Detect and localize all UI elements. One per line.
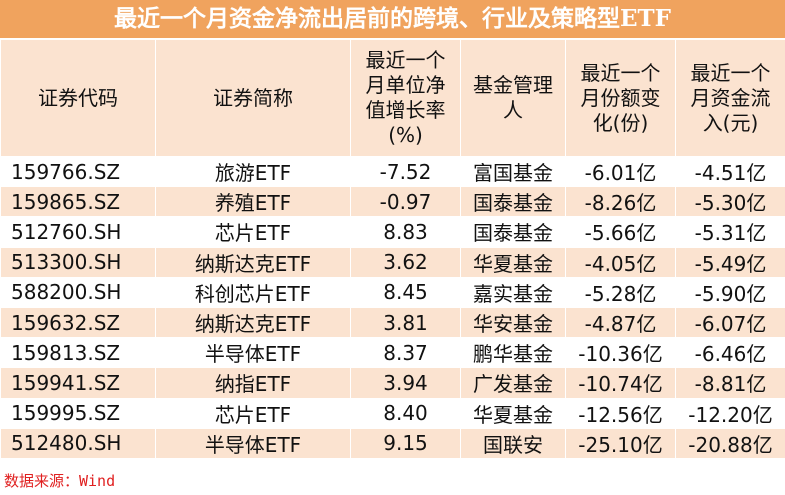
table-row: 512760.SH 芯片ETF 8.83 国泰基金 -5.66亿 -5.31亿 — [0, 216, 785, 248]
table-cell: 芯片ETF — [155, 216, 351, 248]
table-cell: 3.94 — [350, 367, 461, 399]
table-cell: 华夏基金 — [460, 246, 566, 278]
table-cell: 3.62 — [350, 246, 461, 278]
table-row: 159995.SZ 芯片ETF 8.40 华夏基金 -12.56亿 -12.20亿 — [0, 397, 785, 429]
table-cell: -4.51亿 — [675, 155, 785, 188]
table-cell: -5.90亿 — [675, 276, 785, 308]
table-cell: -6.01亿 — [565, 155, 676, 188]
header-line: 最近一个 — [690, 60, 771, 85]
table-cell: 国泰基金 — [460, 186, 566, 218]
table-cell: -5.49亿 — [675, 246, 785, 278]
table-cell: 国泰基金 — [460, 216, 566, 248]
column-header: 最近一个 月资金流 入(元) — [675, 39, 785, 157]
table-cell: 512480.SH — [0, 427, 156, 459]
header-line: 月单位净 — [365, 73, 446, 97]
header-line: 月资金流 — [690, 85, 771, 110]
table-cell: 富国基金 — [460, 155, 566, 188]
header-line: 人 — [503, 98, 523, 122]
table-cell: -25.10亿 — [565, 427, 676, 459]
header-line: 月份额变 — [580, 85, 661, 110]
header-line: 值增长率 — [365, 98, 446, 122]
table-cell: 588200.SH — [0, 276, 156, 308]
table-cell: 半导体ETF — [155, 337, 351, 369]
table-cell: -8.26亿 — [565, 186, 676, 218]
table-cell: -4.05亿 — [565, 246, 676, 278]
source-note: 数据来源：Wind — [4, 472, 116, 490]
table-cell: 纳斯达克ETF — [155, 246, 351, 278]
column-header: 证券简称 — [155, 39, 351, 157]
table-cell: 159632.SZ — [0, 306, 156, 339]
table-row: 588200.SH 科创芯片ETF 8.45 嘉实基金 -5.28亿 -5.90亿 — [0, 276, 785, 308]
table-cell: -8.81亿 — [675, 367, 785, 399]
table-row: 159813.SZ 半导体ETF 8.37 鹏华基金 -10.36亿 -6.46亿 — [0, 337, 785, 369]
header-line: 证券简称 — [213, 85, 293, 110]
table-row: 159865.SZ 养殖ETF -0.97 国泰基金 -8.26亿 -5.30亿 — [0, 186, 785, 218]
table-cell: -5.31亿 — [675, 216, 785, 248]
table-cell: 国联安 — [460, 427, 566, 459]
column-header: 最近一个 月单位净 值增长率 (%) — [350, 39, 461, 157]
header-line: 入(元) — [702, 110, 759, 135]
table-cell: 512760.SH — [0, 216, 156, 248]
table-cell: 3.81 — [350, 306, 461, 339]
header-line: 化(份) — [592, 110, 649, 135]
table-row: 513300.SH 纳斯达克ETF 3.62 华夏基金 -4.05亿 -5.49亿 — [0, 246, 785, 278]
table-cell: 养殖ETF — [155, 186, 351, 218]
header-row: 证券代码 证券简称 最近一个 月单位净 值增长率 (%) 基金管理人最近一个 月份额变 化(份)… — [0, 39, 785, 157]
table-cell: 纳斯达克ETF — [155, 306, 351, 339]
table-cell: 513300.SH — [0, 246, 156, 278]
table-cell: 科创芯片ETF — [155, 276, 351, 308]
table-cell: 旅游ETF — [155, 155, 351, 188]
table-cell: 159941.SZ — [0, 367, 156, 399]
column-header: 最近一个 月份额变 化(份) — [565, 39, 676, 157]
table-cell: 8.37 — [350, 337, 461, 369]
table-cell: 华安基金 — [460, 306, 566, 339]
table-cell: 8.83 — [350, 216, 461, 248]
table-cell: -7.52 — [350, 155, 461, 188]
table-row: 159766.SZ 旅游ETF -7.52 富国基金 -6.01亿 -4.51亿 — [0, 155, 785, 188]
table-cell: -4.87亿 — [565, 306, 676, 339]
column-header: 基金管理人 — [460, 39, 566, 157]
table-cell: 159813.SZ — [0, 337, 156, 369]
table-cell: 159865.SZ — [0, 186, 156, 218]
header-line: 最近一个 — [365, 48, 446, 72]
table-cell: 嘉实基金 — [460, 276, 566, 308]
table-cell: -20.88亿 — [675, 427, 785, 459]
table-cell: 华夏基金 — [460, 397, 566, 429]
table: 证券代码 证券简称 最近一个 月单位净 值增长率 (%) 基金管理人最近一个 月份额变 化(份)… — [0, 39, 785, 459]
table-cell: 9.15 — [350, 427, 461, 459]
table-cell: 159995.SZ — [0, 397, 156, 429]
table-cell: 鹏华基金 — [460, 337, 566, 369]
column-header: 证券代码 — [0, 39, 156, 157]
table-row: 159632.SZ 纳斯达克ETF 3.81 华安基金 -4.87亿 -6.07亿 — [0, 306, 785, 339]
table-cell: -12.20亿 — [675, 397, 785, 429]
table-cell: 广发基金 — [460, 367, 566, 399]
table-cell: -12.56亿 — [565, 397, 676, 429]
table-body: 159766.SZ 旅游ETF -7.52 富国基金 -6.01亿 -4.51亿 15986… — [0, 155, 785, 459]
table-cell: 纳指ETF — [155, 367, 351, 399]
header-line: (%) — [388, 123, 423, 147]
table-cell: 半导体ETF — [155, 427, 351, 459]
table-cell: -0.97 — [350, 186, 461, 218]
header-line: 证券代码 — [38, 85, 118, 110]
table-row: 512480.SH 半导体ETF 9.15 国联安 -25.10亿 -20.88亿 — [0, 427, 785, 459]
header-line: 最近一个 — [580, 60, 661, 85]
title: 最近一个月资金净流出居前的跨境、行业及策略型ETF — [0, 0, 785, 39]
table-cell: -5.30亿 — [675, 186, 785, 218]
table-cell: -6.07亿 — [675, 306, 785, 339]
table-row: 159941.SZ 纳指ETF 3.94 广发基金 -10.74亿 -8.81亿 — [0, 367, 785, 399]
table-cell: -6.46亿 — [675, 337, 785, 369]
table-cell: -5.28亿 — [565, 276, 676, 308]
table-cell: -10.74亿 — [565, 367, 676, 399]
table-cell: -10.36亿 — [565, 337, 676, 369]
table-cell: -5.66亿 — [565, 216, 676, 248]
header-line: 基金管理 — [473, 73, 553, 97]
table-cell: 8.40 — [350, 397, 461, 429]
table-cell: 8.45 — [350, 276, 461, 308]
table-cell: 芯片ETF — [155, 397, 351, 429]
table-cell: 159766.SZ — [0, 155, 156, 188]
